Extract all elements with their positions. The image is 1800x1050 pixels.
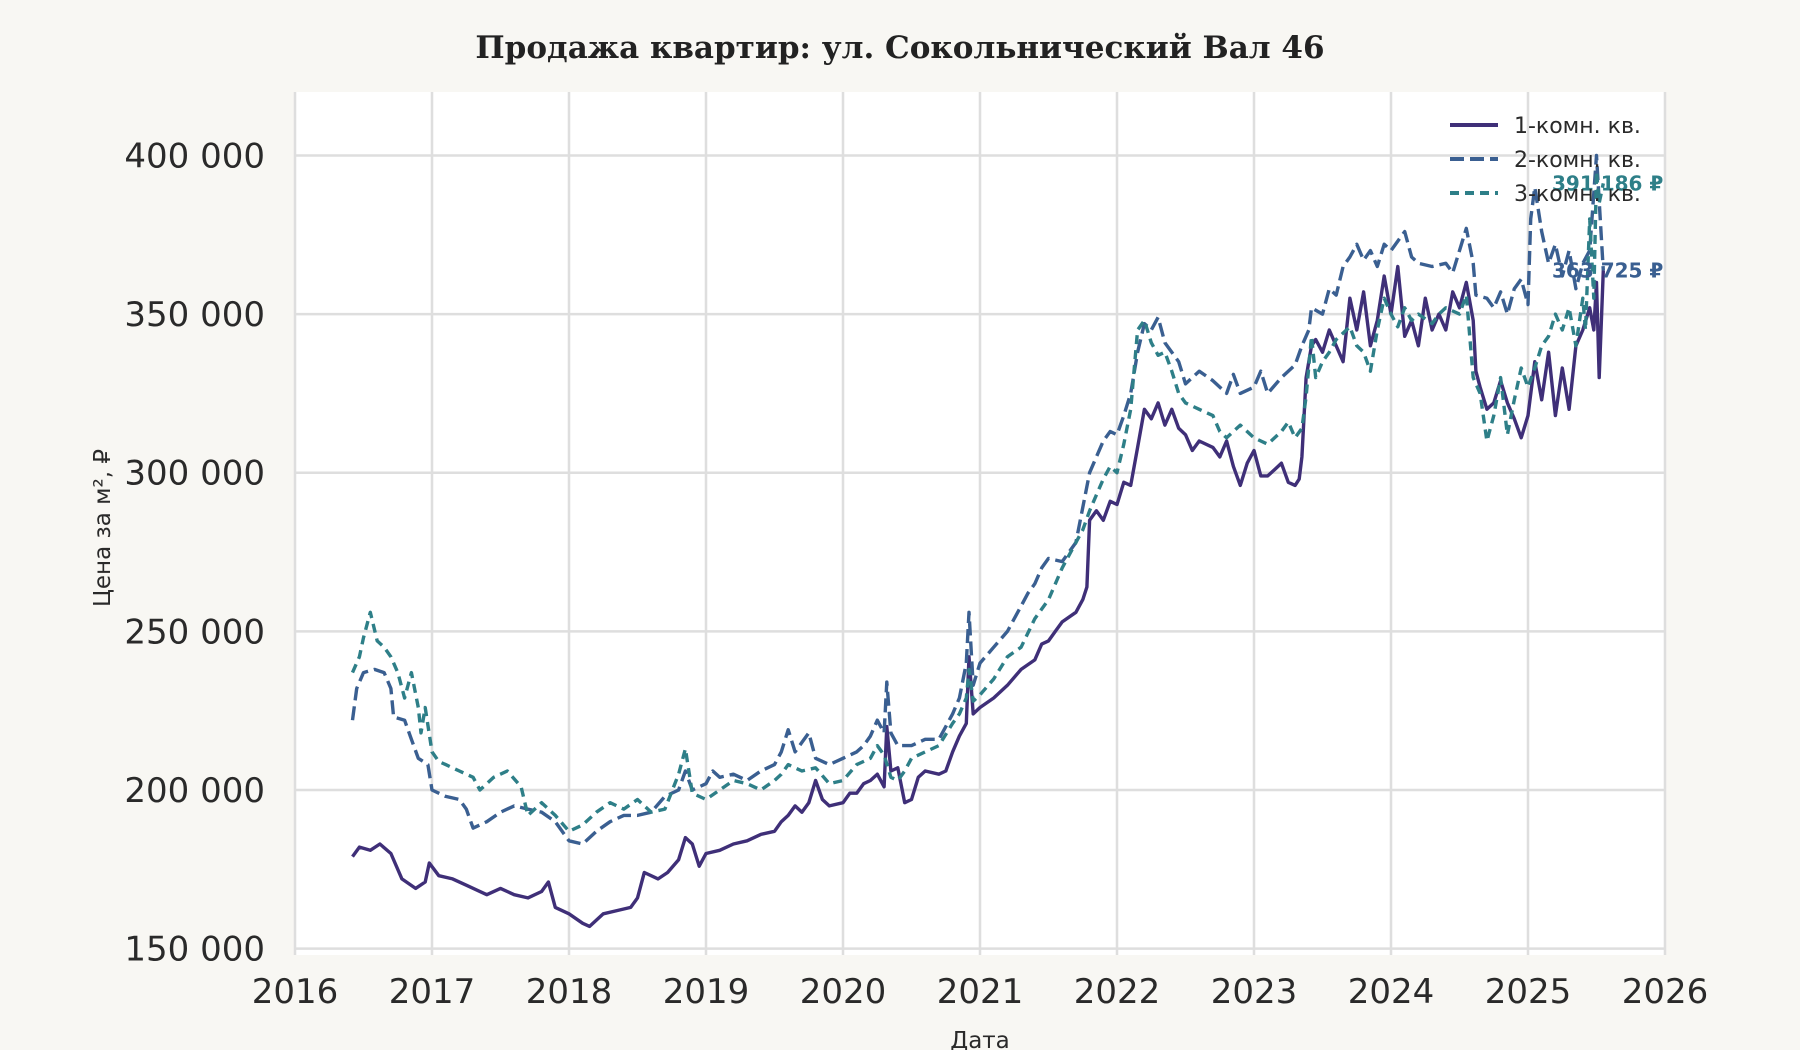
x-tick-label: 2017: [389, 972, 476, 1012]
x-tick-label: 2023: [1211, 972, 1298, 1012]
legend-label-2: 2-комн. кв.: [1514, 148, 1641, 173]
grid: [293, 92, 1667, 955]
x-tick-label: 2016: [252, 972, 339, 1012]
y-tick-label: 200 000: [124, 771, 265, 811]
x-tick-label: 2025: [1485, 972, 1572, 1012]
x-tick-label: 2018: [526, 972, 613, 1012]
y-tick-label: 300 000: [124, 454, 265, 494]
y-tick-label: 400 000: [124, 136, 265, 176]
series-line-2: [350, 153, 1605, 846]
end-label-2: 363 725 ₽: [1552, 259, 1663, 283]
x-tick-label: 2020: [800, 972, 887, 1012]
x-tick-label: 2021: [937, 972, 1024, 1012]
x-tick-label: 2019: [663, 972, 750, 1012]
legend-label-1: 1-комн. кв.: [1514, 114, 1641, 139]
end-labels: 363 725 ₽ 391 186 ₽: [1552, 171, 1663, 282]
x-tick-label: 2026: [1622, 972, 1709, 1012]
series-line-3: [350, 169, 1605, 833]
end-label-3: 391 186 ₽: [1552, 171, 1663, 195]
y-tick-label: 150 000: [124, 930, 265, 970]
series-line-1: [351, 264, 1605, 929]
x-axis-label: Дата: [950, 1028, 1010, 1050]
y-tick-label: 250 000: [124, 612, 265, 652]
x-tick-label: 2022: [1074, 972, 1161, 1012]
y-axis-label: Цена за м², ₽: [90, 449, 116, 607]
legend: 1-комн. кв. 2-комн. кв. 3-комн. кв.: [1450, 114, 1641, 207]
chart-title: Продажа квартир: ул. Сокольнический Вал …: [475, 30, 1324, 66]
x-tick-label: 2024: [1348, 972, 1435, 1012]
legend-label-3: 3-комн. кв.: [1514, 182, 1641, 207]
tick-labels: 2016 2017 2018 2019 2020 2021 2022 2023 2024 2025…: [124, 136, 1708, 1012]
y-tick-label: 350 000: [124, 295, 265, 335]
series-lines: [350, 153, 1605, 929]
